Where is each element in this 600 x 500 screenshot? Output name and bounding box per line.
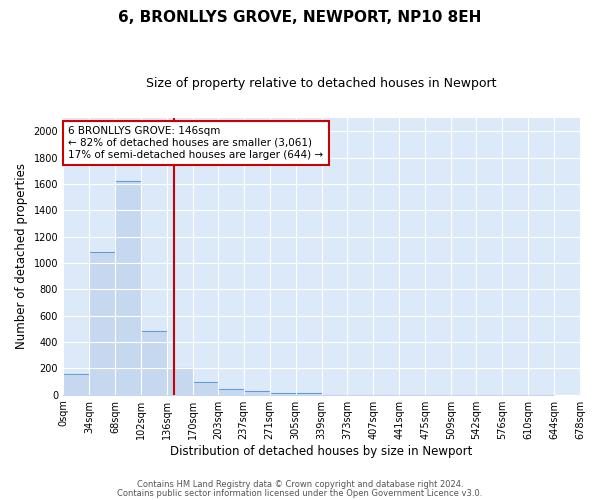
Text: 6 BRONLLYS GROVE: 146sqm
← 82% of detached houses are smaller (3,061)
17% of sem: 6 BRONLLYS GROVE: 146sqm ← 82% of detach… (68, 126, 323, 160)
X-axis label: Distribution of detached houses by size in Newport: Distribution of detached houses by size … (170, 444, 473, 458)
Text: Contains public sector information licensed under the Open Government Licence v3: Contains public sector information licen… (118, 488, 482, 498)
Text: Contains HM Land Registry data © Crown copyright and database right 2024.: Contains HM Land Registry data © Crown c… (137, 480, 463, 489)
Y-axis label: Number of detached properties: Number of detached properties (15, 164, 28, 350)
Title: Size of property relative to detached houses in Newport: Size of property relative to detached ho… (146, 78, 497, 90)
Text: 6, BRONLLYS GROVE, NEWPORT, NP10 8EH: 6, BRONLLYS GROVE, NEWPORT, NP10 8EH (118, 10, 482, 25)
